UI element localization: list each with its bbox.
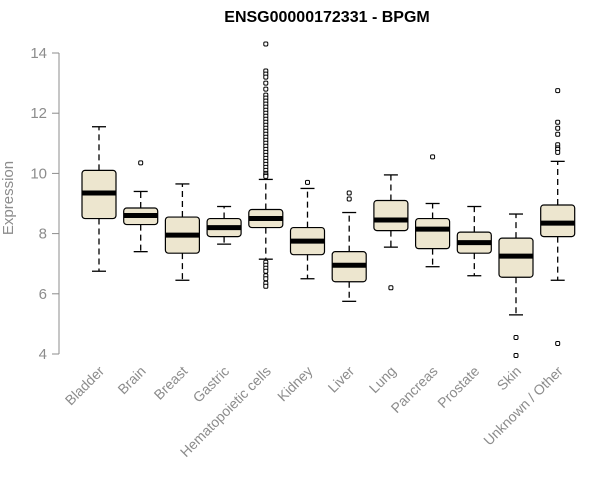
outlier-point xyxy=(263,276,269,282)
outlier-point xyxy=(263,268,269,274)
box-liver xyxy=(331,190,367,302)
outlier-point xyxy=(555,119,561,125)
box-lung xyxy=(373,174,409,291)
box-kidney xyxy=(289,179,326,280)
outlier-point xyxy=(263,283,269,289)
x-tick-label-liver: Liver xyxy=(325,363,358,396)
outlier-point xyxy=(346,196,352,202)
box-hematopoietic-cells xyxy=(248,41,284,289)
axes: 4 6 8 10 12 14 xyxy=(30,45,60,363)
box-bladder xyxy=(81,126,117,272)
plot-area xyxy=(81,41,576,359)
box-unknown-other xyxy=(540,88,576,346)
outlier-point xyxy=(555,131,561,137)
outlier-point xyxy=(555,340,561,346)
box-gastric xyxy=(206,205,242,245)
outlier-point xyxy=(555,149,561,155)
box-pancreas xyxy=(415,154,451,268)
x-tick-label-breast: Breast xyxy=(151,363,191,403)
outlier-point xyxy=(138,160,144,166)
y-tick-label-12: 12 xyxy=(30,105,47,122)
outlier-point xyxy=(263,86,269,92)
y-tick-label-8: 8 xyxy=(39,226,47,243)
outlier-point xyxy=(305,179,310,185)
y-tick-label-6: 6 xyxy=(39,286,47,303)
box-skin xyxy=(498,213,534,359)
outlier-point xyxy=(430,154,436,160)
outlier-point xyxy=(263,173,269,179)
y-tick-label-10: 10 xyxy=(30,165,47,182)
x-tick-label-bladder: Bladder xyxy=(62,363,108,409)
x-tick-label-brain: Brain xyxy=(114,363,148,397)
y-tick-label-14: 14 xyxy=(30,45,47,62)
outlier-point xyxy=(555,125,561,131)
box-breast xyxy=(164,183,200,281)
outlier-point xyxy=(263,41,269,47)
box-brain xyxy=(123,160,159,253)
x-tick-label-unknown-other: Unknown / Other xyxy=(480,363,566,449)
iqr-box xyxy=(373,199,409,232)
y-tick-label-4: 4 xyxy=(39,346,47,363)
outlier-point xyxy=(263,80,269,86)
outlier-point xyxy=(555,88,561,94)
x-tick-label-skin: Skin xyxy=(494,363,525,394)
outlier-point xyxy=(513,334,519,340)
box-prostate xyxy=(456,205,492,277)
chart-title: ENSG00000172331 - BPGM xyxy=(224,9,429,26)
x-tick-label-lung: Lung xyxy=(366,363,399,396)
iqr-box xyxy=(415,217,451,250)
outlier-point xyxy=(513,353,519,359)
outlier-point xyxy=(388,285,394,291)
x-tick-label-kidney: Kidney xyxy=(274,363,316,405)
outlier-point xyxy=(263,74,269,80)
y-axis-label: Expression xyxy=(0,161,17,235)
outlier-point xyxy=(346,190,352,196)
x-tick-label-prostate: Prostate xyxy=(434,363,482,411)
